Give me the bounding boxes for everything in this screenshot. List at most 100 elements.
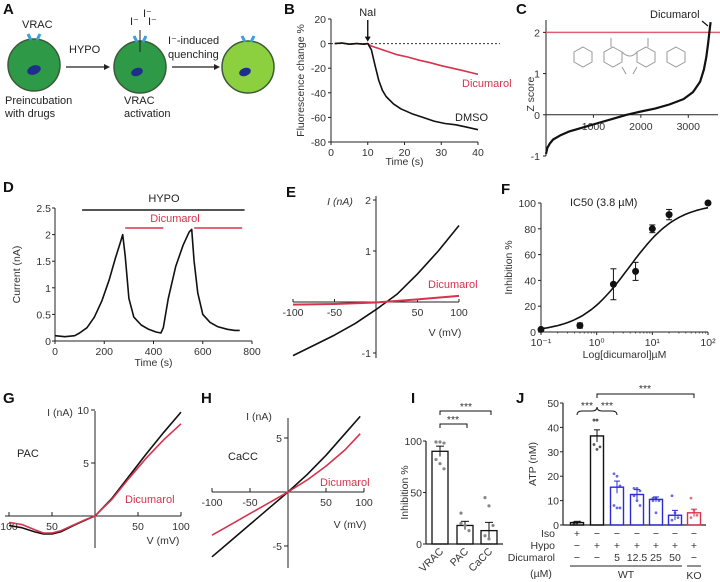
data-point [438,462,442,466]
channel-label-cacc: CaCC [228,451,258,463]
data-point [463,523,467,528]
y-tick-label: 0 [45,336,51,348]
x-axis-label: Time (s) [134,357,172,369]
x-tick-label: 10² [700,337,716,349]
nai-annotation: NaI [359,7,376,19]
series-dicumarol [334,42,479,76]
y-tick-label: -5 [273,541,282,553]
y-axis-label: Inhibition % [399,465,411,519]
legend-dmso: DMSO [455,112,488,124]
iodide-ions-label: I⁻ [130,16,139,28]
data-point [632,494,636,498]
x-tick-label: -50 [327,307,342,319]
condition-value: + [653,540,659,552]
arrow-2-label-1: I⁻-induced [168,35,219,47]
dicumarol-pointer [701,20,709,27]
data-point [442,467,446,471]
data-point [651,499,655,502]
condition-row-label: Dicumarol [508,552,555,564]
cell-3 [221,35,275,94]
condition-value: − [614,528,620,540]
y-tick-label: 1 [365,246,371,258]
condition-row-label: Hypo [530,540,555,552]
data-point [689,516,693,520]
x-tick-label: 100 [0,521,18,533]
nucleus [239,67,251,77]
data-point [632,487,636,490]
step2-caption-1: VRAC [124,95,155,107]
x-tick-label: 10⁰ [589,337,606,349]
y-tick-label: 1 [534,69,540,81]
significance-label: *** [447,414,459,426]
x-tick-label: -100 [201,497,222,509]
data-point [572,522,576,526]
y-tick-label: 40 [524,275,536,287]
panel-f-chart: 0 20 40 60 80 100 10⁻¹ 10⁰ 10¹ 10² Log[dicumarol]µ… [503,197,716,361]
x-tick-label: 10¹ [645,337,661,349]
data-point [438,440,442,444]
data-point [654,496,658,500]
vrac-label: VRAC [22,19,53,31]
y-tick-label: -60 [311,112,326,124]
significance-label: *** [601,400,613,412]
y-tick-label: 5 [83,458,89,470]
data-point [537,325,545,333]
x-tick-label: 100 [172,521,190,533]
legend-dicumarol: Dicumarol [462,78,512,90]
condition-value: 50 [669,552,681,564]
data-point [592,418,596,422]
series-dmso [334,42,479,131]
panel-h-chart: 5 -5 -100 -50 50 100 I (nA) V (mV) CaCC Dicumarol [201,411,373,568]
y-tick-label: 1.5 [36,256,51,268]
dicumarol-label: Dicumarol [150,213,200,225]
ring [573,46,593,68]
y-axis-label: Fluorescence change % [295,24,307,137]
iv-curve-dicumarol [211,433,361,536]
x-tick-label: 30 [435,147,447,159]
cell-body [7,38,61,92]
y-tick-label: 20 [547,471,559,483]
data-point [670,518,674,522]
panel-label-b: B [284,1,295,18]
step2-caption-2: activation [124,108,170,120]
zscore-curve [544,21,712,155]
x-axis-label: Log[dicumarol]µM [583,349,667,361]
x-tick-label: -50 [242,497,257,509]
data-point [595,418,599,422]
data-point [595,447,599,451]
condition-value: − [672,528,678,540]
condition-value: 5 [614,552,620,564]
legend-dicumarol: Dicumarol [125,494,175,506]
x-tick-label: 200 [95,346,113,358]
panel-label-g: G [3,390,15,407]
hypo-label: HYPO [148,193,180,205]
y-tick-label: 20 [524,301,536,313]
data-point [609,280,617,288]
data-point [592,443,596,446]
significance-bracket [576,406,618,416]
data-point [657,499,661,502]
y-tick-label: 0 [534,110,540,122]
data-point [676,516,680,520]
y-tick-label: -1 [531,151,540,163]
iodide-ions-label: I⁻ [148,16,157,28]
condition-value: + [614,540,620,552]
ic50-label: IC50 (3.8 µM) [570,197,637,209]
condition-value: + [574,528,580,540]
x-tick-label: 50 [132,521,144,533]
x-tick-label: 10⁻¹ [531,337,552,349]
data-point [434,440,438,444]
iv-curve-control [292,224,460,357]
condition-value: − [574,552,580,564]
bonds [610,38,649,75]
y-tick-label: 20 [314,14,326,26]
x-axis-label: Time (s) [385,156,423,168]
panel-d-chart: 0 0.5 1 1.5 2 2.5 0 200 400 600 800 Time (s) Current… [11,193,261,369]
data-point [487,504,491,508]
panel-e-chart: 2 1 -1 -100 -50 50 100 I (nA) V (mV) Dicumarol [282,195,477,360]
channel-label-pac: PAC [17,448,39,460]
unit-label: (µM) [530,568,552,580]
group-label-wt: WT [618,569,635,581]
data-point [615,506,619,510]
